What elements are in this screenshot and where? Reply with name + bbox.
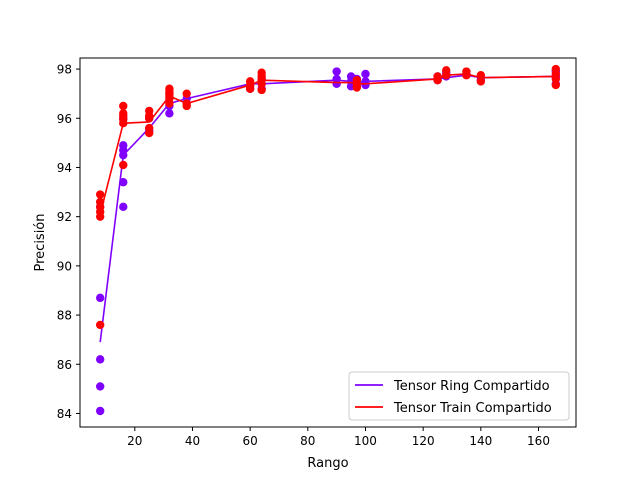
legend-label-tensor-train: Tensor Train Compartido (393, 401, 552, 416)
data-point (361, 69, 370, 79)
y-tick-label: 94 (57, 161, 72, 175)
y-axis-label: Precisión (33, 213, 48, 271)
data-point (119, 109, 128, 118)
x-tick-label: 20 (127, 434, 142, 448)
data-point (257, 85, 266, 95)
x-tick-label: 160 (527, 434, 550, 448)
legend: Tensor Ring Compartido Tensor Train Comp… (348, 371, 570, 421)
plot-area (95, 64, 561, 416)
x-tick-label: 60 (242, 434, 257, 448)
x-tick-label: 100 (354, 434, 377, 448)
axes-frame (79, 57, 577, 428)
y-tick-label: 90 (57, 259, 72, 273)
data-point (165, 109, 174, 118)
data-point (119, 160, 128, 170)
axis-ticks: 20 40 60 80 100 120 140 160 84 86 88 90 92 94 96 98 (57, 63, 550, 448)
data-point (95, 320, 105, 330)
data-point (332, 67, 341, 76)
data-point (182, 89, 191, 98)
data-point (352, 75, 362, 85)
data-point (257, 68, 266, 77)
data-point (165, 84, 174, 93)
x-tick-label: 120 (412, 434, 435, 448)
series-1 (95, 64, 561, 330)
data-point (145, 106, 154, 116)
data-point (551, 80, 561, 90)
legend-box (348, 371, 570, 421)
data-point (119, 202, 128, 212)
data-point (95, 190, 105, 199)
data-point (145, 123, 154, 133)
y-tick-label: 86 (57, 358, 72, 372)
data-point (119, 141, 128, 150)
data-point (119, 178, 128, 187)
data-point (95, 293, 105, 303)
series-line (99, 73, 556, 215)
x-tick-label: 40 (185, 434, 200, 448)
x-tick-label: 140 (469, 434, 492, 448)
legend-label-tensor-ring: Tensor Ring Compartido (393, 379, 550, 394)
data-point (95, 355, 105, 364)
y-tick-label: 92 (57, 210, 72, 224)
x-axis-label: Rango (307, 456, 348, 471)
x-tick-label: 80 (300, 434, 315, 448)
y-tick-label: 84 (57, 407, 72, 421)
data-point (476, 77, 486, 86)
data-point (551, 64, 561, 74)
series-line (99, 74, 556, 343)
y-tick-label: 96 (57, 112, 72, 126)
y-tick-label: 88 (57, 309, 72, 323)
y-tick-label: 98 (57, 63, 72, 77)
data-point (442, 66, 451, 75)
data-point (95, 406, 105, 416)
data-point (95, 382, 105, 391)
data-point (119, 101, 128, 111)
